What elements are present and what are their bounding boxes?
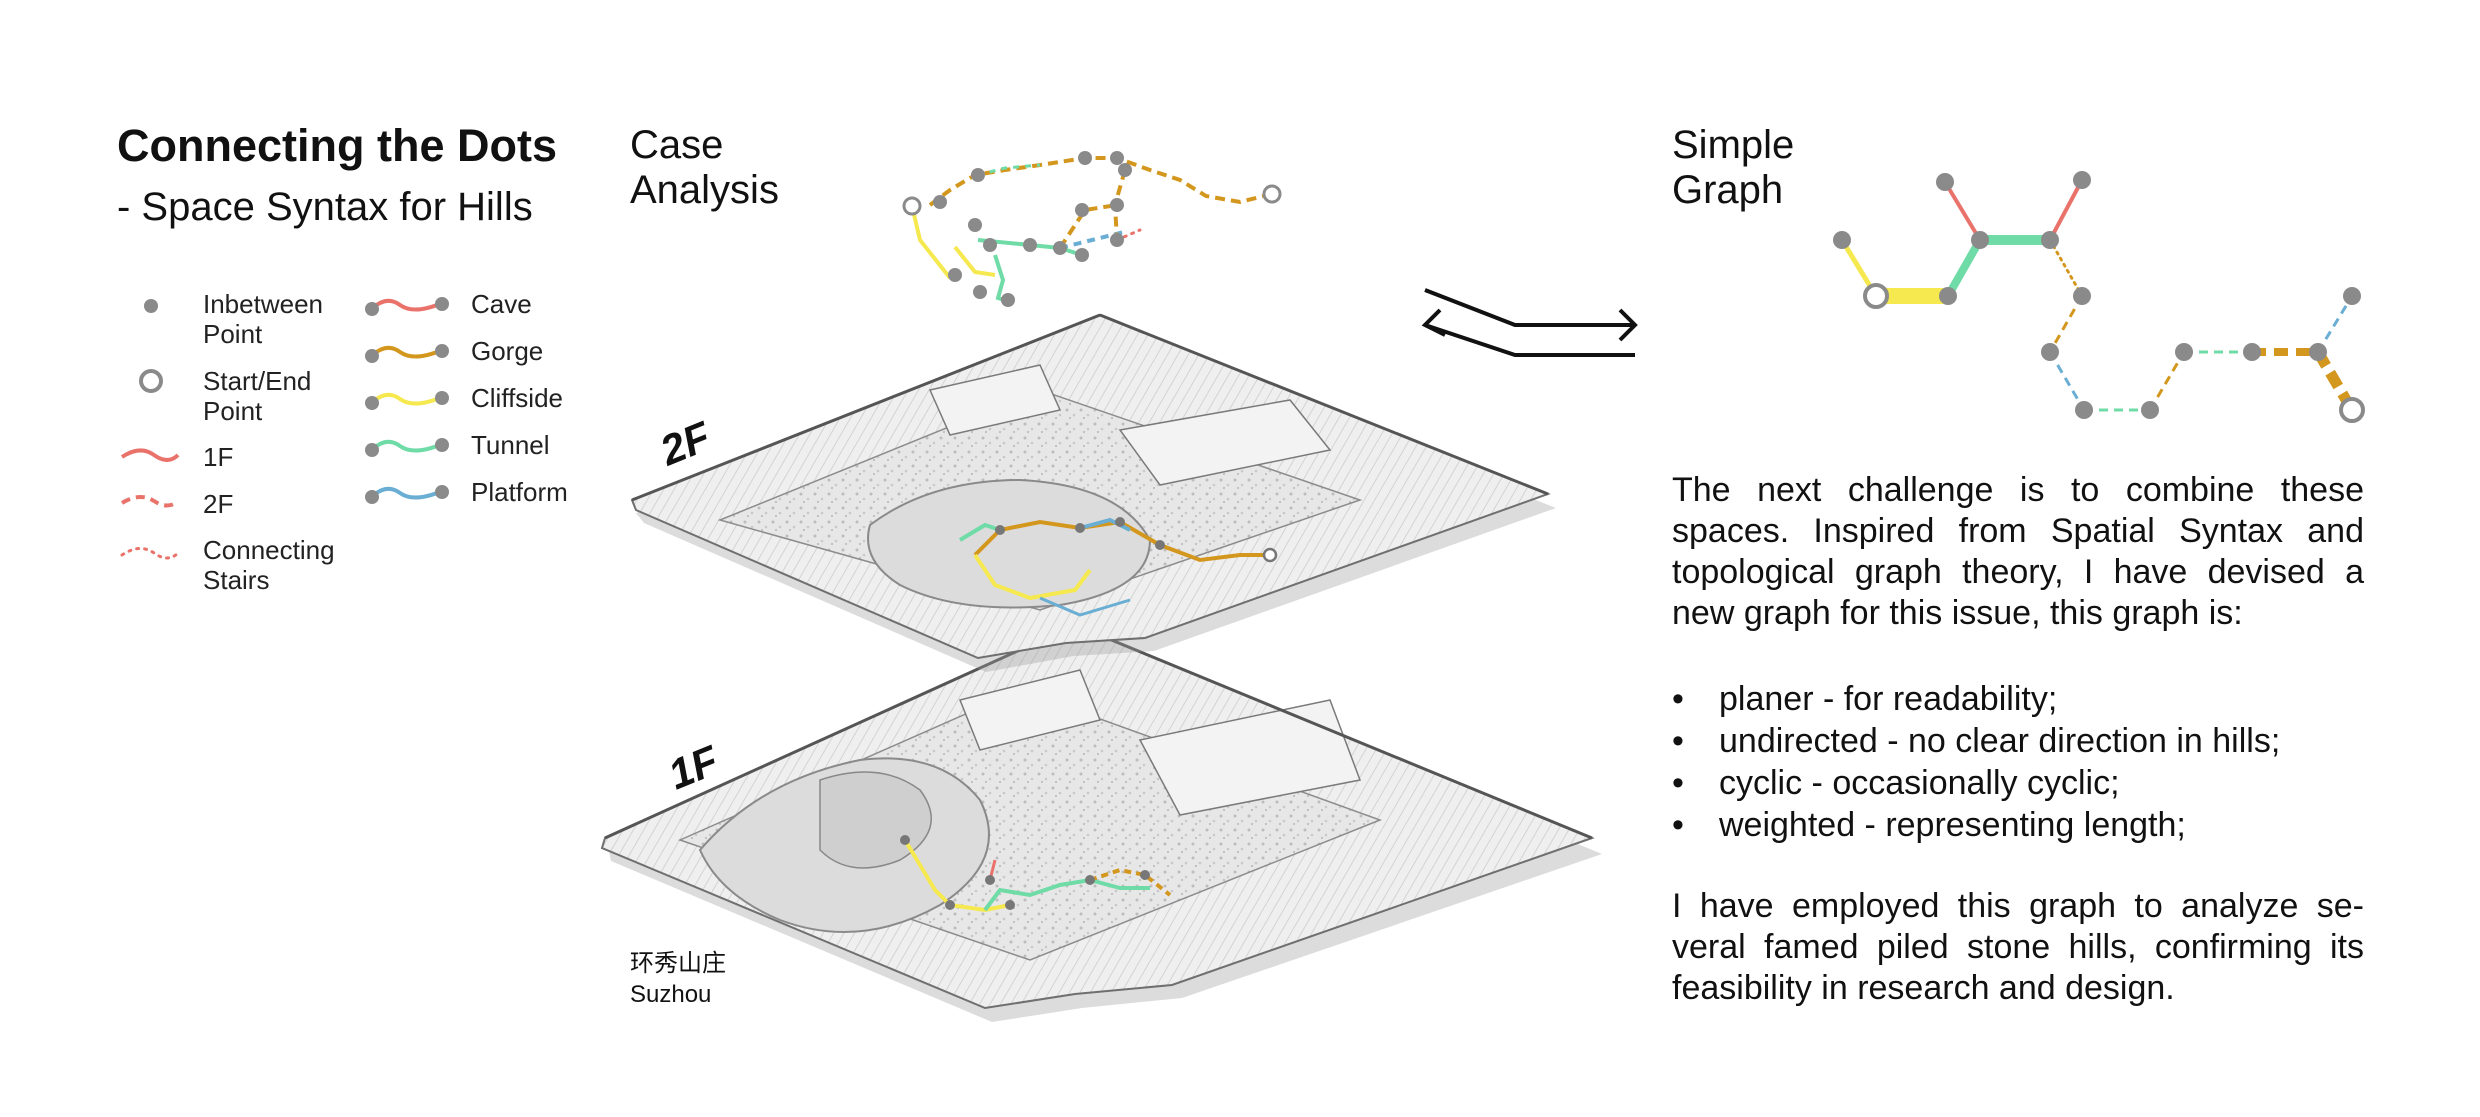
case-analysis-heading: Case Analysis bbox=[630, 123, 779, 212]
simple-graph-edges bbox=[1839, 179, 2357, 413]
simple-graph-heading: Simple Graph bbox=[1672, 123, 1795, 212]
legend-label-start-end-point: Start/End Point bbox=[203, 366, 312, 426]
floor-plan-1f bbox=[600, 623, 1602, 1022]
inbetween-point-icon bbox=[144, 299, 158, 313]
bullet-item: weighted - representing length; bbox=[1672, 804, 2392, 846]
2f-line-icon bbox=[120, 495, 180, 508]
gorge-icon bbox=[365, 344, 449, 363]
page-subtitle: - Space Syntax for Hills bbox=[117, 185, 533, 229]
start-end-point-icon bbox=[139, 369, 163, 393]
exchange-arrows-icon bbox=[1421, 288, 1638, 357]
legend-label-gorge: Gorge bbox=[471, 336, 544, 366]
connecting-stairs-icon bbox=[120, 547, 180, 560]
description-intro: The next challenge is to combine these s… bbox=[1672, 471, 2364, 632]
case-analysis-illustration: 2F 1F bbox=[600, 151, 1602, 1022]
simple-graph-nodes bbox=[1833, 171, 2361, 419]
legend-label-cliffside: Cliffside bbox=[471, 383, 564, 413]
simple-graph-diagram bbox=[1833, 171, 2365, 423]
legend-label-platform: Platform bbox=[471, 477, 568, 507]
simple-graph-start-node bbox=[1863, 283, 1889, 309]
case-route-graph bbox=[902, 151, 1282, 307]
legend-label-cave: Cave bbox=[471, 289, 532, 319]
cave-icon bbox=[365, 297, 449, 316]
description-closing: I have employed this graph to analyze se… bbox=[1672, 887, 2364, 1007]
floor-plan-2f bbox=[630, 313, 1556, 672]
legend-label-tunnel: Tunnel bbox=[471, 430, 550, 460]
legend-label-2f: 2F bbox=[203, 489, 234, 519]
legend-label-1f: 1F bbox=[203, 442, 234, 472]
case-caption: 环秀山庄 Suzhou bbox=[630, 950, 726, 1008]
legend-symbols bbox=[120, 297, 449, 560]
bullet-item: cyclic - occasionally cyclic; bbox=[1672, 762, 2392, 804]
bullet-item: undirected - no clear direction in hills… bbox=[1672, 720, 2392, 762]
platform-icon bbox=[365, 485, 449, 504]
legend: Inbetween Point Start/End Point 1F 2F Conn… bbox=[110, 285, 610, 605]
page-title: Connecting the Dots bbox=[117, 120, 557, 171]
tunnel-icon bbox=[365, 438, 449, 457]
bullet-item: planer - for readability; bbox=[1672, 678, 2392, 720]
1f-line-icon bbox=[120, 448, 180, 462]
cliffside-icon bbox=[365, 391, 449, 410]
description-bullets: planer - for readability; undirected - n… bbox=[1672, 678, 2392, 846]
legend-label-connecting-stairs: Connecting Stairs bbox=[203, 535, 335, 595]
legend-label-inbetween-point: Inbetween Point bbox=[203, 289, 323, 349]
floor-label-2f: 2F bbox=[653, 412, 718, 475]
simple-graph-end-node bbox=[2339, 397, 2365, 423]
